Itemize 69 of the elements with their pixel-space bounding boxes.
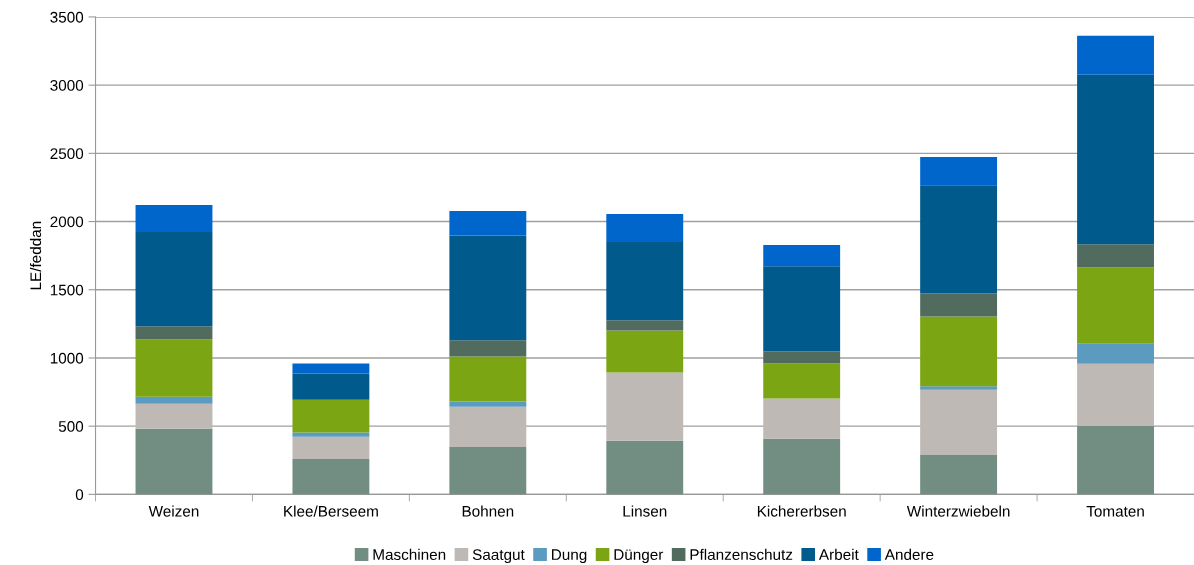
bar: [135, 231, 213, 327]
bar: [920, 454, 998, 495]
bar: [763, 245, 841, 267]
bar: [292, 363, 370, 374]
legend-label: Dung: [552, 549, 587, 564]
legend-label: Andere: [884, 548, 934, 561]
bar: [606, 242, 684, 321]
x-tick-label: Bohnen: [462, 505, 514, 517]
bar: [920, 389, 998, 455]
bar: [606, 372, 684, 441]
y-tick-label: 1500: [50, 284, 84, 296]
bar: [449, 235, 527, 341]
bar: [135, 204, 213, 232]
y-tick-label: 3000: [50, 80, 84, 91]
bar: [135, 428, 213, 495]
bar: [292, 458, 370, 495]
bar: [920, 293, 998, 317]
bar: [606, 440, 684, 495]
bar: [606, 320, 684, 331]
x-tick-label: Winterzwiebeln: [906, 505, 1010, 517]
bar: [1077, 244, 1154, 268]
legend-label: Pflanzenschutz: [690, 548, 793, 561]
bar: [920, 316, 998, 387]
bar: [135, 403, 213, 429]
bar: [449, 340, 527, 357]
bar: [606, 330, 684, 373]
y-tick-label: 2500: [50, 148, 84, 160]
bar: [1077, 267, 1154, 344]
bar: [449, 401, 527, 407]
bar: [606, 213, 684, 243]
legend-label: Saatgut: [472, 549, 525, 564]
y-tick-label: 500: [58, 421, 84, 432]
x-tick-label: Kichererbsen: [757, 505, 846, 517]
y-tick-label: 3500: [50, 11, 84, 23]
x-tick-label: Weizen: [148, 505, 199, 517]
legend-label: Arbeit: [818, 548, 859, 561]
bar: [135, 339, 213, 397]
y-tick-label: 1000: [50, 352, 84, 364]
bar: [292, 373, 370, 400]
bar: [449, 210, 527, 236]
bar: [763, 351, 841, 364]
y-tick-label: 2000: [50, 216, 84, 228]
bar: [1077, 363, 1154, 426]
bar: [292, 432, 370, 437]
bar: [763, 266, 841, 352]
bar: [1077, 74, 1154, 245]
bar: [135, 396, 213, 404]
bar: [763, 363, 841, 399]
bar: [920, 157, 998, 186]
y-tick-label: 0: [75, 489, 84, 501]
bar: [449, 406, 527, 447]
bar: [1077, 35, 1154, 75]
bar: [449, 356, 527, 402]
bar: [1077, 343, 1154, 364]
x-tick-label: Klee/Berseem: [284, 505, 378, 517]
bar: [920, 185, 998, 294]
x-tick-label: Tomaten: [1086, 506, 1144, 517]
y-axis-title: LE/feddan: [29, 221, 42, 290]
bar: [292, 399, 370, 433]
bar: [920, 386, 998, 390]
x-tick-label: Linsen: [623, 505, 667, 517]
bar: [135, 326, 213, 340]
legend-label: Dünger: [614, 549, 664, 564]
bar: [763, 438, 841, 495]
bar: [449, 446, 527, 495]
legend-label: Maschinen: [373, 548, 446, 561]
bar: [292, 436, 370, 459]
bar: [1077, 425, 1154, 495]
bar: [763, 398, 841, 439]
